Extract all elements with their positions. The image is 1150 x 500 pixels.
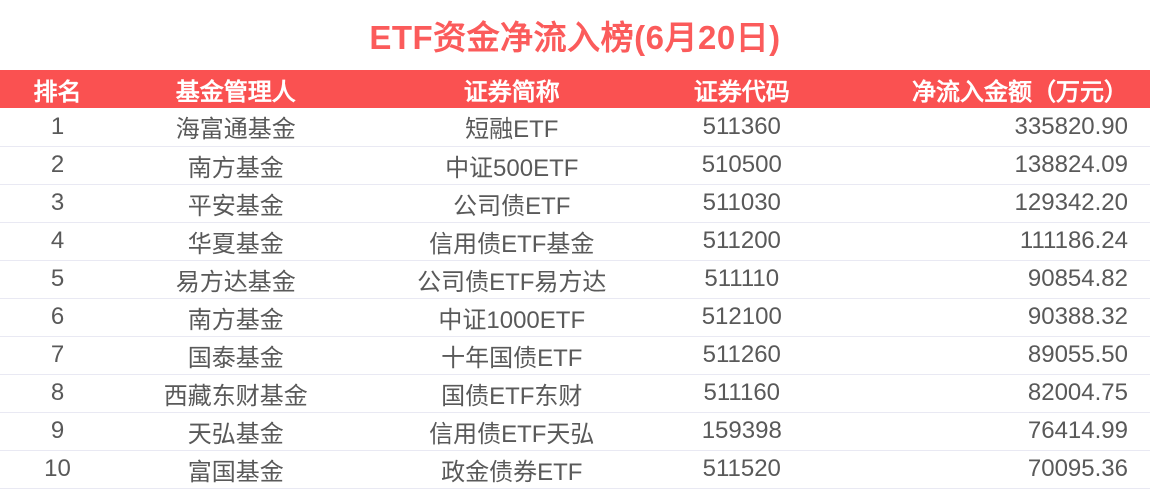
cell-security-name: 十年国债ETF <box>356 336 667 375</box>
cell-net-inflow: 138824.09 <box>816 146 1150 185</box>
table-row: 3 平安基金 公司债ETF 511030 129342.20 <box>0 184 1150 223</box>
title-bar: ETF资金净流入榜(6月20日) <box>0 0 1150 70</box>
page-title: ETF资金净流入榜(6月20日) <box>369 19 781 56</box>
table-row: 1 海富通基金 短融ETF 511360 335820.90 <box>0 108 1150 147</box>
column-header-net-inflow: 净流入金额（万元） <box>816 70 1150 108</box>
cell-manager: 华夏基金 <box>115 222 357 261</box>
cell-rank: 3 <box>0 184 115 223</box>
cell-manager: 南方基金 <box>115 146 357 185</box>
cell-security-code: 511520 <box>667 450 817 489</box>
cell-security-name: 公司债ETF易方达 <box>356 260 667 299</box>
table-row: 10 富国基金 政金债券ETF 511520 70095.36 <box>0 450 1150 489</box>
table-row: 9 天弘基金 信用债ETF天弘 159398 76414.99 <box>0 412 1150 451</box>
table-row: 6 南方基金 中证1000ETF 512100 90388.32 <box>0 298 1150 337</box>
cell-security-name: 信用债ETF天弘 <box>356 412 667 451</box>
cell-rank: 7 <box>0 336 115 375</box>
table-row: 5 易方达基金 公司债ETF易方达 511110 90854.82 <box>0 260 1150 299</box>
cell-rank: 6 <box>0 298 115 337</box>
cell-security-code: 512100 <box>667 298 817 337</box>
cell-security-code: 511030 <box>667 184 817 223</box>
cell-net-inflow: 335820.90 <box>816 108 1150 147</box>
cell-rank: 10 <box>0 450 115 489</box>
cell-net-inflow: 89055.50 <box>816 336 1150 375</box>
cell-net-inflow: 70095.36 <box>816 450 1150 489</box>
cell-net-inflow: 76414.99 <box>816 412 1150 451</box>
cell-manager: 平安基金 <box>115 184 357 223</box>
cell-security-name: 中证500ETF <box>356 146 667 185</box>
cell-net-inflow: 82004.75 <box>816 374 1150 413</box>
cell-manager: 南方基金 <box>115 298 357 337</box>
cell-manager: 易方达基金 <box>115 260 357 299</box>
cell-security-name: 政金债券ETF <box>356 450 667 489</box>
cell-security-code: 511260 <box>667 336 817 375</box>
table-row: 8 西藏东财基金 国债ETF东财 511160 82004.75 <box>0 374 1150 413</box>
cell-security-name: 国债ETF东财 <box>356 374 667 413</box>
cell-manager: 海富通基金 <box>115 108 357 147</box>
column-header-manager: 基金管理人 <box>115 70 357 108</box>
column-header-rank: 排名 <box>0 70 115 108</box>
cell-manager: 富国基金 <box>115 450 357 489</box>
cell-security-name: 中证1000ETF <box>356 298 667 337</box>
cell-security-code: 511360 <box>667 108 817 147</box>
table-row: 7 国泰基金 十年国债ETF 511260 89055.50 <box>0 336 1150 375</box>
cell-net-inflow: 129342.20 <box>816 184 1150 223</box>
cell-rank: 4 <box>0 222 115 261</box>
cell-security-name: 短融ETF <box>356 108 667 147</box>
cell-manager: 西藏东财基金 <box>115 374 357 413</box>
cell-manager: 天弘基金 <box>115 412 357 451</box>
cell-net-inflow: 111186.24 <box>816 222 1150 261</box>
column-header-security-code: 证券代码 <box>667 70 817 108</box>
table-row: 2 南方基金 中证500ETF 510500 138824.09 <box>0 146 1150 185</box>
cell-rank: 2 <box>0 146 115 185</box>
cell-rank: 9 <box>0 412 115 451</box>
cell-rank: 8 <box>0 374 115 413</box>
table-row: 4 华夏基金 信用债ETF基金 511200 111186.24 <box>0 222 1150 261</box>
etf-inflow-table: 排名 基金管理人 证券简称 证券代码 净流入金额（万元） 1 海富通基金 短融E… <box>0 70 1150 489</box>
cell-manager: 国泰基金 <box>115 336 357 375</box>
cell-security-code: 511110 <box>667 260 817 299</box>
cell-security-code: 159398 <box>667 412 817 451</box>
cell-rank: 1 <box>0 108 115 147</box>
cell-rank: 5 <box>0 260 115 299</box>
cell-net-inflow: 90388.32 <box>816 298 1150 337</box>
cell-security-name: 信用债ETF基金 <box>356 222 667 261</box>
cell-security-code: 511160 <box>667 374 817 413</box>
cell-security-code: 511200 <box>667 222 817 261</box>
table-header-row: 排名 基金管理人 证券简称 证券代码 净流入金额（万元） <box>0 70 1150 108</box>
cell-security-code: 510500 <box>667 146 817 185</box>
cell-net-inflow: 90854.82 <box>816 260 1150 299</box>
cell-security-name: 公司债ETF <box>356 184 667 223</box>
column-header-security-name: 证券简称 <box>356 70 667 108</box>
